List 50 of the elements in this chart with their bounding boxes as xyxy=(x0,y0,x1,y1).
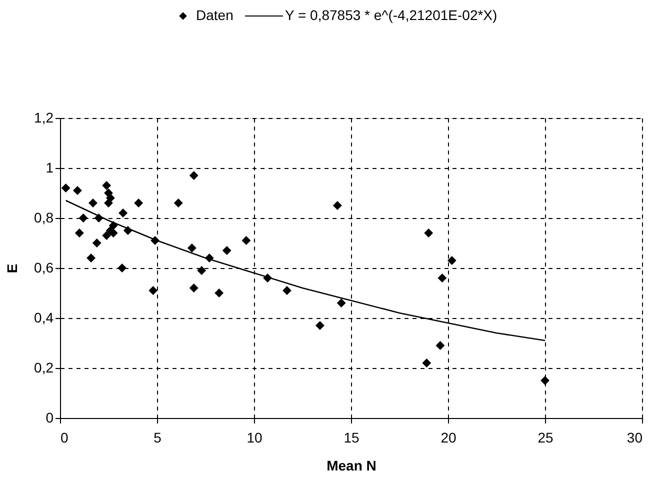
y-tick-label: 0 xyxy=(46,410,54,426)
point xyxy=(78,214,88,222)
point xyxy=(222,246,232,255)
point xyxy=(422,358,432,368)
y-tick-label: 1 xyxy=(46,160,54,176)
point xyxy=(174,198,183,208)
point xyxy=(424,228,434,238)
x-tick-label: 5 xyxy=(154,430,162,446)
point xyxy=(242,236,251,245)
x-tick-label: 0 xyxy=(60,430,68,446)
point xyxy=(187,244,196,252)
point xyxy=(282,286,292,295)
x-tick-label: 20 xyxy=(440,430,456,446)
legend-label: Y = 0,87853 * e^(-4,21201E-02*X) xyxy=(285,7,498,23)
point xyxy=(61,184,70,192)
point xyxy=(332,201,342,210)
point xyxy=(102,181,112,190)
point xyxy=(74,228,84,238)
y-axis-title: E xyxy=(4,264,20,274)
x-axis-title: Mean N xyxy=(326,458,376,474)
y-tick-label: 1,2 xyxy=(34,110,54,126)
y-tick-label: 0,6 xyxy=(34,260,54,276)
point xyxy=(315,321,324,330)
point xyxy=(102,231,112,240)
x-tick-label: 30 xyxy=(626,430,643,446)
legend-label: Daten xyxy=(196,7,234,23)
point xyxy=(118,264,127,272)
point xyxy=(86,254,96,262)
point xyxy=(197,266,206,275)
y-tick-label: 0,4 xyxy=(34,310,54,326)
point xyxy=(189,171,198,180)
point xyxy=(438,274,447,282)
point xyxy=(88,198,98,208)
point xyxy=(540,376,550,385)
point xyxy=(214,288,224,298)
point xyxy=(92,238,102,248)
x-tick-label: 25 xyxy=(538,430,554,446)
point xyxy=(189,284,198,292)
y-tick-label: 0,8 xyxy=(34,210,54,226)
point xyxy=(134,198,144,208)
point xyxy=(336,298,346,308)
point xyxy=(104,198,113,208)
point xyxy=(447,256,456,265)
x-tick-label: 15 xyxy=(344,430,360,446)
point xyxy=(436,341,445,350)
y-tick-label: 0,2 xyxy=(34,360,54,376)
x-tick-label: 10 xyxy=(246,430,262,446)
point xyxy=(148,286,158,295)
point xyxy=(72,186,82,195)
point xyxy=(118,208,128,218)
